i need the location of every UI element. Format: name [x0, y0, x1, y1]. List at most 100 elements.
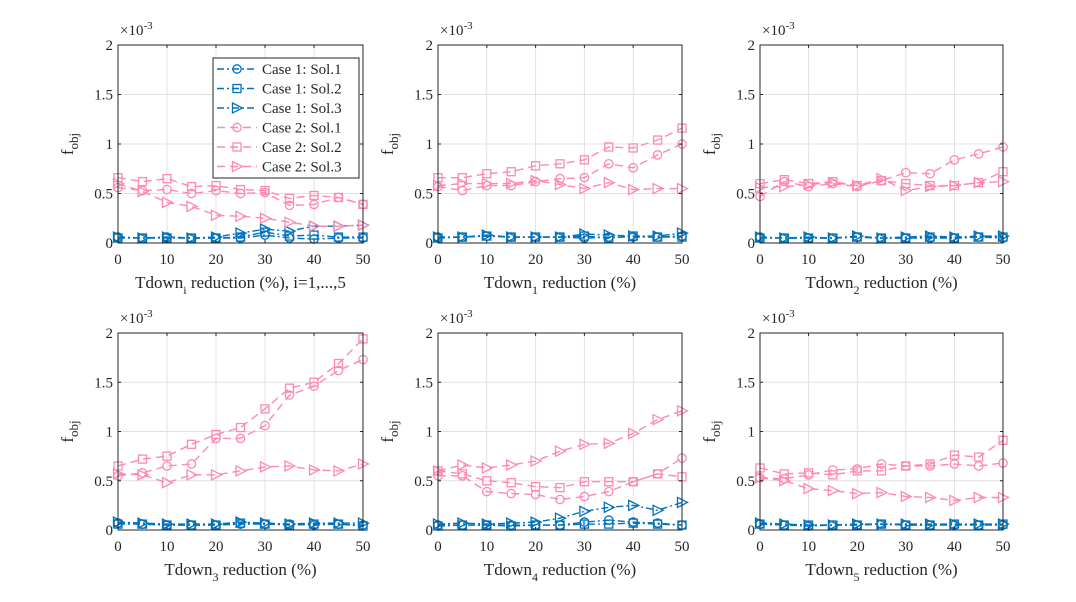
- data-point: [827, 231, 840, 245]
- data-point: [628, 499, 641, 512]
- data-point: [284, 390, 295, 400]
- data-point: [210, 209, 223, 222]
- data-point: [506, 167, 516, 177]
- data-point: [235, 433, 246, 444]
- legend-box: [212, 57, 360, 179]
- y-tick-label: 2: [106, 38, 114, 54]
- data-point: [457, 177, 470, 190]
- data-point: [827, 176, 840, 189]
- data-point: [924, 491, 938, 504]
- series-line: [437, 410, 683, 472]
- data-point: [457, 458, 470, 472]
- y-tick-label: 0: [426, 523, 434, 539]
- legend: Case 1: Sol.1 Case 1: Sol.2 Case 1: Sol.3 C…: [212, 57, 360, 179]
- data-point: [949, 179, 962, 192]
- x-tick-label: 0: [434, 252, 442, 268]
- data-point: [137, 231, 150, 245]
- legend-marker: [231, 101, 244, 115]
- series-line: [118, 522, 364, 527]
- x-axis-label: Tdown2 reduction (%): [805, 273, 957, 297]
- y-tick-label: 1: [426, 137, 434, 153]
- data-point: [925, 168, 935, 179]
- data-point: [652, 504, 665, 517]
- data-point: [555, 173, 565, 184]
- data-point: [900, 518, 913, 531]
- data-point: [530, 161, 541, 171]
- y-tick-label: 1: [106, 137, 114, 153]
- x-tick-label: 10: [479, 539, 494, 555]
- data-point: [603, 486, 614, 497]
- data-point: [876, 466, 887, 476]
- data-point: [973, 491, 986, 504]
- series-line: [117, 358, 364, 477]
- legend-label: Case 2: Sol.2: [262, 140, 342, 156]
- data-point: [554, 512, 567, 525]
- data-point: [284, 225, 297, 238]
- data-point: [579, 477, 590, 487]
- x-tick-label: 40: [307, 539, 322, 555]
- subplot-2: 0 10 20 30 40 50 0 0.5 1 1.5 2 ×10-3 Tdown1 reductio…: [378, 20, 690, 297]
- data-point: [457, 517, 470, 530]
- y-exponent-label: ×10-3: [120, 20, 153, 39]
- data-point: [876, 172, 889, 185]
- data-point: [901, 461, 911, 471]
- y-exponent-label: ×10-3: [440, 20, 473, 39]
- data-point: [506, 488, 517, 499]
- data-point: [579, 182, 592, 195]
- x-tick-label: 40: [947, 539, 962, 555]
- data-point: [284, 200, 295, 211]
- data-point: [260, 404, 270, 414]
- x-tick-label: 30: [898, 252, 913, 268]
- x-tick-label: 50: [996, 252, 1011, 268]
- data-point: [949, 459, 960, 469]
- y-tick-label: 0.5: [414, 474, 433, 490]
- series-line: [117, 521, 363, 525]
- data-point: [628, 477, 638, 487]
- data-point: [284, 383, 295, 393]
- data-point: [457, 173, 468, 183]
- data-point: [803, 482, 816, 495]
- data-point: [137, 517, 150, 530]
- legend-label: Case 2: Sol.3: [262, 160, 342, 176]
- data-point: [604, 519, 614, 529]
- data-point: [876, 459, 887, 469]
- data-point: [973, 518, 986, 531]
- series-line: [438, 127, 683, 179]
- series-line: [437, 470, 683, 489]
- data-point: [333, 358, 344, 369]
- data-point: [852, 230, 865, 243]
- legend-label: Case 1: Sol.3: [262, 101, 342, 117]
- y-axis-label: fobj: [58, 133, 81, 155]
- data-point: [828, 465, 838, 475]
- data-point: [210, 231, 223, 244]
- data-point: [186, 188, 197, 199]
- data-point: [603, 437, 616, 450]
- data-point: [973, 230, 986, 243]
- data-point: [457, 469, 468, 479]
- y-tick-label: 2: [426, 326, 434, 342]
- data-point: [652, 413, 665, 426]
- data-point: [162, 184, 172, 195]
- data-point: [652, 182, 665, 195]
- data-point: [308, 463, 321, 476]
- data-point: [137, 176, 148, 187]
- subplot-5: 0 10 20 30 40 50 0 0.5 1 1.5 2 ×10-3 Tdown4 reductio…: [378, 308, 690, 584]
- legend-marker: [232, 142, 242, 152]
- y-exponent-label: ×10-3: [120, 308, 153, 327]
- data-point: [333, 464, 346, 477]
- y-tick-label: 0.5: [94, 187, 113, 203]
- data-point: [852, 518, 865, 531]
- legend-label: Case 2: Sol.1: [262, 121, 342, 137]
- series-line: [117, 176, 364, 206]
- data-point: [506, 458, 519, 472]
- data-point: [604, 142, 614, 152]
- data-point: [554, 445, 567, 458]
- data-point: [852, 487, 865, 500]
- data-point: [162, 173, 172, 184]
- y-tick-label: 1.5: [94, 88, 113, 104]
- data-point: [506, 177, 519, 190]
- y-tick-label: 0.5: [736, 187, 755, 203]
- data-point: [161, 518, 174, 531]
- data-point: [284, 459, 297, 473]
- subplot-4: 0 10 20 30 40 50 0 0.5 1 1.5 2 ×10-3 Tdown3 reductio…: [58, 308, 371, 584]
